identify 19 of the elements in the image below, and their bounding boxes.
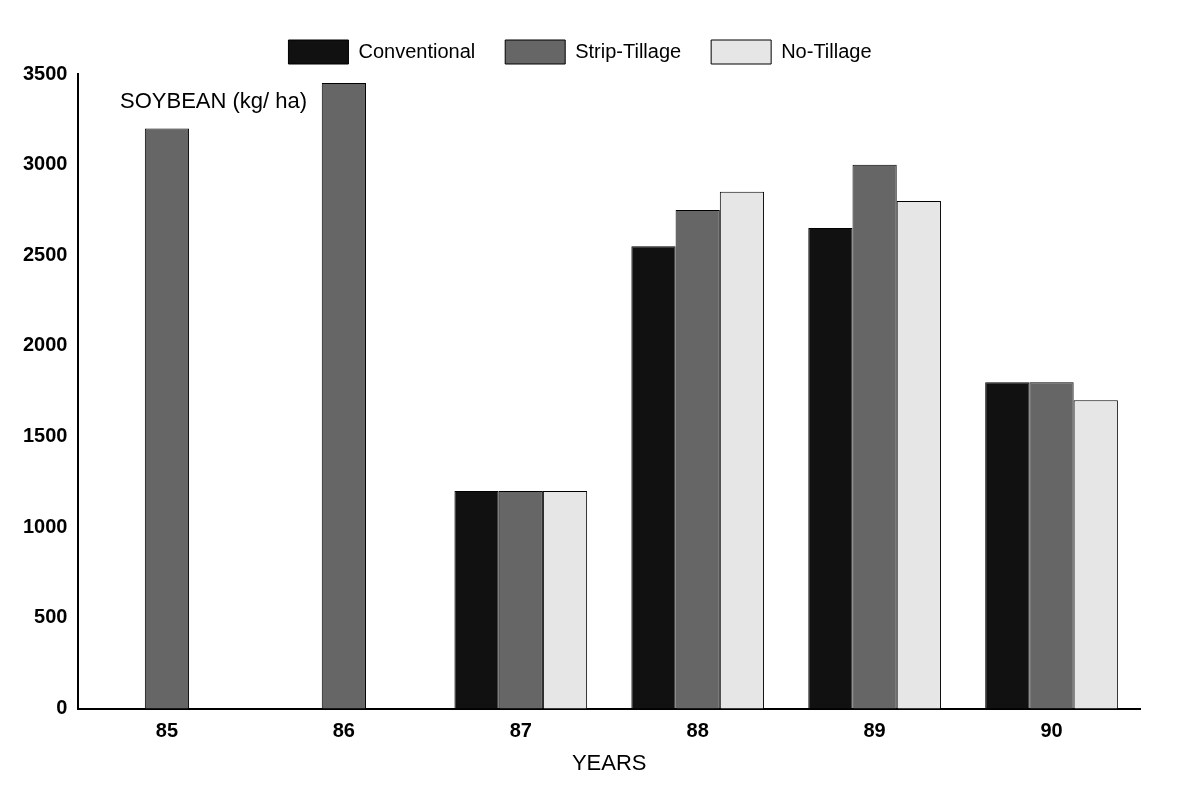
legend-label: Conventional <box>358 39 476 62</box>
x-tick-label: 85 <box>155 719 179 742</box>
legend-label: Strip-Tillage <box>575 39 682 62</box>
y-tick-label: 1000 <box>22 514 68 537</box>
y-tick-label: 3500 <box>22 61 68 84</box>
x-tick-label: 88 <box>686 719 709 742</box>
y-tick-label: 1500 <box>22 424 68 447</box>
x-tick-label: 89 <box>863 719 886 742</box>
legend-label: No-Tillage <box>781 39 872 62</box>
y-tick-label: 3000 <box>22 152 68 175</box>
y-axis-title: SOYBEAN (kg/ ha) <box>120 88 308 114</box>
y-tick-label: 500 <box>34 605 68 628</box>
x-tick-label: 86 <box>332 719 355 742</box>
y-tick-label: 2000 <box>22 333 68 356</box>
x-tick-label: 90 <box>1040 719 1063 742</box>
y-tick-label: 2500 <box>22 242 68 265</box>
y-tick-label: 0 <box>56 696 68 719</box>
x-tick-label: 87 <box>509 719 532 742</box>
x-axis-title: YEARS <box>571 749 647 775</box>
